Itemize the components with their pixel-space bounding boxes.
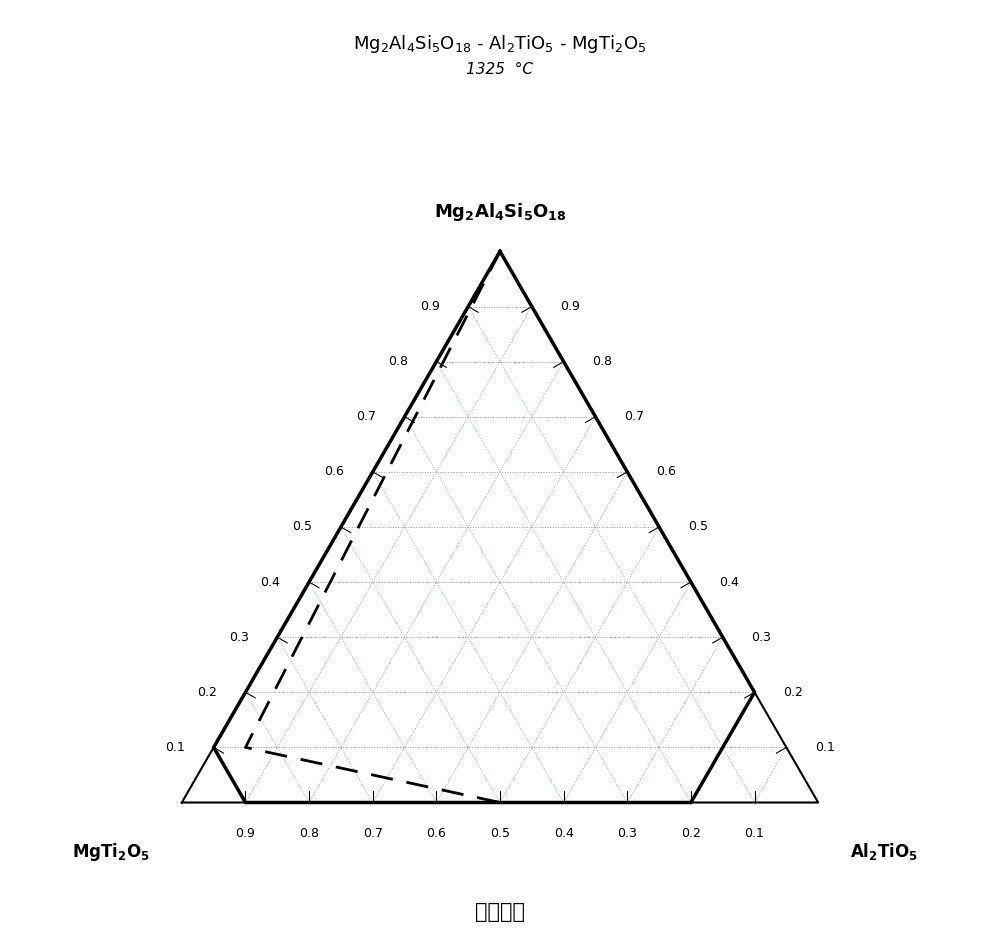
Text: 0.2: 0.2: [681, 826, 701, 840]
Text: 0.1: 0.1: [815, 741, 835, 754]
Text: 0.7: 0.7: [356, 410, 376, 424]
Text: 0.4: 0.4: [261, 576, 280, 589]
Text: $\mathbf{Mg_2Al_4Si_5O_{18}}$: $\mathbf{Mg_2Al_4Si_5O_{18}}$: [434, 200, 566, 222]
Text: 0.9: 0.9: [236, 826, 255, 840]
Text: 0.1: 0.1: [745, 826, 764, 840]
Text: 0.9: 0.9: [420, 300, 440, 313]
Text: 0.4: 0.4: [720, 576, 739, 589]
Text: $\mathbf{Al_2TiO_5}$: $\mathbf{Al_2TiO_5}$: [850, 841, 918, 862]
Text: 0.3: 0.3: [751, 631, 771, 644]
Text: 0.3: 0.3: [617, 826, 637, 840]
Text: 0.5: 0.5: [292, 521, 312, 534]
Text: 0.7: 0.7: [363, 826, 383, 840]
Text: 0.5: 0.5: [490, 826, 510, 840]
Text: 质量分数: 质量分数: [475, 902, 525, 922]
Text: 0.6: 0.6: [324, 466, 344, 479]
Text: 0.8: 0.8: [592, 355, 612, 368]
Text: 0.8: 0.8: [388, 355, 408, 368]
Text: 0.6: 0.6: [656, 466, 676, 479]
Text: 0.7: 0.7: [624, 410, 644, 424]
Text: 0.9: 0.9: [560, 300, 580, 313]
Text: $\mathbf{MgTi_2O_5}$: $\mathbf{MgTi_2O_5}$: [72, 841, 150, 863]
Text: Mg$_2$Al$_4$Si$_5$O$_{18}$ - Al$_2$TiO$_5$ - MgTi$_2$O$_5$: Mg$_2$Al$_4$Si$_5$O$_{18}$ - Al$_2$TiO$_…: [353, 33, 647, 55]
Text: 0.4: 0.4: [554, 826, 574, 840]
Text: 0.1: 0.1: [165, 741, 185, 754]
Text: 0.2: 0.2: [197, 686, 217, 699]
Text: 1325  °C: 1325 °C: [466, 62, 534, 77]
Text: 0.8: 0.8: [299, 826, 319, 840]
Text: 0.6: 0.6: [426, 826, 446, 840]
Text: 0.5: 0.5: [688, 521, 708, 534]
Text: 0.3: 0.3: [229, 631, 249, 644]
Text: 0.2: 0.2: [783, 686, 803, 699]
